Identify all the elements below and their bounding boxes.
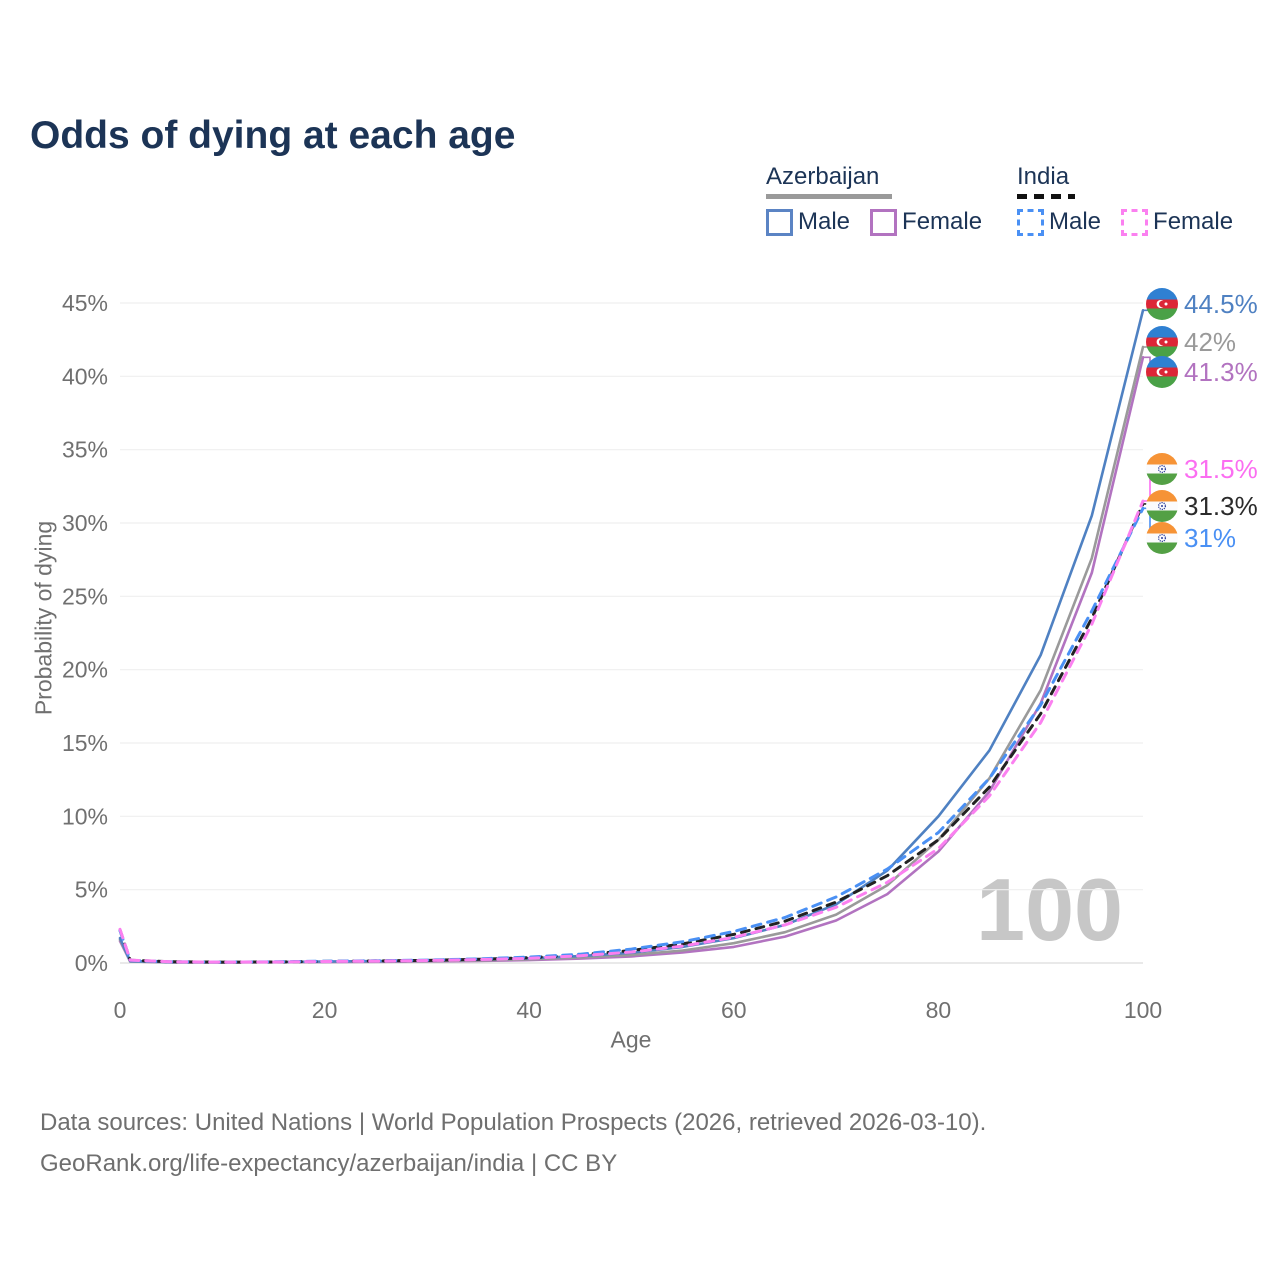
x-tick-label: 20 xyxy=(312,997,338,1023)
y-tick-label: 10% xyxy=(62,803,108,829)
x-tick-label: 80 xyxy=(926,997,952,1023)
x-tick-label: 100 xyxy=(1124,997,1162,1023)
end-label-india-both: 31.3% xyxy=(1146,489,1258,523)
x-tick-label: 40 xyxy=(516,997,542,1023)
y-tick-label: 25% xyxy=(62,583,108,609)
age-indicator-watermark: 100 xyxy=(976,860,1123,959)
azerbaijan-male-swatch-icon xyxy=(766,208,793,236)
x-tick-label: 60 xyxy=(721,997,747,1023)
end-value: 42% xyxy=(1184,326,1237,357)
azerbaijan-flag-icon xyxy=(1146,356,1178,388)
end-value: 41.3% xyxy=(1184,356,1258,387)
legend-item-india-male[interactable]: Male xyxy=(1017,208,1101,236)
end-value: 31.5% xyxy=(1184,453,1258,484)
page-title: Odds of dying at each age xyxy=(30,114,516,158)
india-flag-icon xyxy=(1146,490,1178,522)
india-flag-icon xyxy=(1146,453,1178,485)
series-line-india-male[interactable] xyxy=(118,506,1145,964)
azerbaijan-female-swatch-icon xyxy=(870,208,898,236)
end-label-azerbaijan-male: 44.5% xyxy=(1146,287,1258,321)
azerbaijan-flag-icon xyxy=(1146,288,1178,320)
legend-country-india: India xyxy=(1017,163,1070,190)
series-line-azerbaijan-male[interactable] xyxy=(118,309,1145,964)
legend-group-azerbaijan: Azerbaijan Male Female xyxy=(766,163,982,236)
y-tick-label: 5% xyxy=(75,877,108,903)
azerbaijan-flag-icon xyxy=(1146,326,1178,358)
end-value: 31.3% xyxy=(1184,490,1258,521)
end-label-azerbaijan-both: 42% xyxy=(1146,325,1236,359)
series-line-azerbaijan-female[interactable] xyxy=(118,356,1145,964)
legend-item-india-female[interactable]: Female xyxy=(1121,208,1233,236)
footer-sources-line: Data sources: United Nations | World Pop… xyxy=(40,1109,987,1136)
y-tick-label: 15% xyxy=(62,730,108,756)
legend-label: Female xyxy=(1153,208,1234,235)
footer-attribution-line: GeoRank.org/life-expectancy/azerbaijan/i… xyxy=(40,1150,618,1177)
y-tick-label: 40% xyxy=(62,363,108,389)
end-label-azerbaijan-female: 41.3% xyxy=(1146,355,1258,389)
legend-item-azerbaijan-male[interactable]: Male xyxy=(766,208,850,236)
legend-country-azerbaijan: Azerbaijan xyxy=(766,163,880,190)
legend-dashed-line-sample xyxy=(1017,194,1075,199)
y-tick-label: 0% xyxy=(75,950,108,976)
legend-group-india: India Male Female xyxy=(1017,163,1233,236)
chart-legend: Azerbaijan Male Female India Male xyxy=(0,163,1280,243)
legend-label: Male xyxy=(798,208,851,235)
india-flag-icon xyxy=(1146,522,1178,554)
x-tick-label: 0 xyxy=(114,997,127,1023)
y-axis-title: Probability of dying xyxy=(30,520,57,716)
series-line-india-both[interactable] xyxy=(118,502,1145,964)
end-label-india-male: 31% xyxy=(1146,521,1236,555)
data-source-footer: Data sources: United Nations | World Pop… xyxy=(40,1102,1200,1184)
series-line-azerbaijan-both[interactable] xyxy=(118,345,1145,964)
series-line-india-female[interactable] xyxy=(118,499,1145,964)
x-axis-title: Age xyxy=(610,1026,652,1053)
legend-solid-line-sample xyxy=(766,194,892,199)
y-tick-label: 30% xyxy=(62,510,108,536)
end-label-india-female: 31.5% xyxy=(1146,452,1258,486)
y-tick-label: 45% xyxy=(62,290,108,316)
india-male-swatch-icon xyxy=(1017,208,1044,236)
india-female-swatch-icon xyxy=(1121,208,1149,236)
legend-label: Male xyxy=(1049,208,1102,235)
legend-item-azerbaijan-female[interactable]: Female xyxy=(870,208,982,236)
end-value: 31% xyxy=(1184,522,1237,553)
legend-label: Female xyxy=(902,208,983,235)
y-tick-label: 20% xyxy=(62,657,108,683)
y-tick-label: 35% xyxy=(62,437,108,463)
end-value: 44.5% xyxy=(1184,288,1258,319)
